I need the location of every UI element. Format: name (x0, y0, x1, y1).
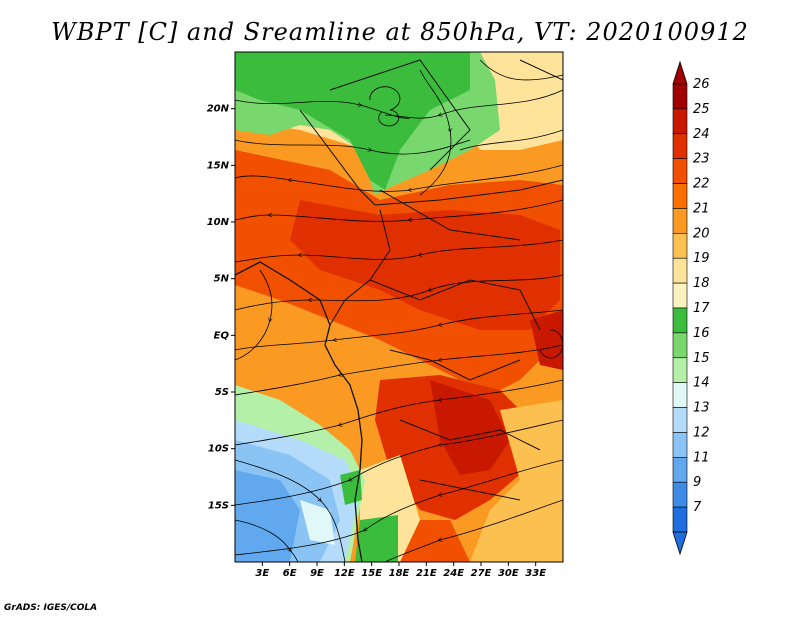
map-title: WBPT [C] and Sreamline at 850hPa, VT: 20… (51, 18, 749, 46)
colorbar-swatch (672, 257, 688, 284)
colorbar-label: 21 (693, 201, 710, 216)
lat-tick-label: 5S (215, 387, 229, 398)
lon-tick-label: 15E (361, 568, 382, 579)
colorbar-label: 23 (693, 152, 710, 167)
grads-credit: GrADS: IGES/COLA (4, 603, 98, 613)
colorbar-swatch (672, 158, 688, 184)
colorbar-swatch (672, 133, 688, 159)
lat-tick-label: 15N (207, 160, 230, 171)
lon-tick-label: 33E (525, 568, 546, 579)
lon-tick-label: 27E (471, 568, 492, 579)
colorbar-swatch (672, 357, 688, 383)
colorbar-label: 22 (693, 177, 710, 192)
colorbar-label: 25 (693, 102, 710, 117)
colorbar-bottom-arrow (672, 531, 688, 556)
colorbar-swatch (672, 208, 688, 234)
colorbar-swatch (672, 108, 688, 135)
colorbar-label: 16 (693, 326, 710, 341)
colorbar-label: 19 (693, 251, 710, 266)
colorbar-swatch (672, 332, 688, 359)
streamlines (235, 59, 563, 562)
colorbar-label: 15 (693, 351, 710, 366)
colorbar-top-arrow (672, 60, 688, 85)
lon-tick-label: 9E (310, 568, 324, 579)
colorbar-swatch (672, 183, 688, 209)
colorbar: 26 25 24 23 22 21 20 19 18 17 16 15 14 13 12 11 9 7 (672, 60, 710, 556)
colorbar-swatch (672, 506, 688, 533)
colorbar-swatch (672, 407, 688, 433)
lat-tick-label: 15S (208, 500, 229, 511)
lat-tick-label: 10S (208, 444, 229, 455)
colorbar-label: 7 (693, 500, 702, 515)
lon-tick-label: 3E (255, 568, 269, 579)
colorbar-label: 18 (693, 276, 710, 291)
colorbar-swatch (672, 233, 688, 259)
wbpt-field (235, 52, 563, 562)
longitude-axis: 3E 6E 9E 12E 15E 18E 21E 24E 27E 30E 33E (255, 562, 546, 579)
colorbar-label: 14 (693, 376, 710, 391)
lon-tick-label: 6E (283, 568, 297, 579)
colorbar-swatch (672, 307, 688, 334)
lon-tick-label: 30E (498, 568, 519, 579)
colorbar-swatch (672, 481, 688, 508)
lat-tick-label: EQ (214, 330, 230, 341)
lat-tick-label: 20N (207, 104, 230, 115)
colorbar-label: 12 (693, 425, 710, 440)
colorbar-swatch (672, 382, 688, 408)
lon-tick-label: 18E (389, 568, 410, 579)
colorbar-label: 20 (693, 226, 710, 241)
lon-tick-label: 12E (334, 568, 355, 579)
lat-tick-label: 5N (214, 274, 230, 285)
colorbar-label: 9 (693, 475, 701, 490)
colorbar-label: 11 (693, 450, 710, 465)
colorbar-swatch (672, 457, 688, 483)
colorbar-label: 13 (693, 401, 710, 416)
latitude-axis: 20N 15N 10N 5N EQ 5S 10S 15S (207, 104, 235, 511)
colorbar-swatch (672, 432, 688, 458)
colorbar-label: 24 (693, 127, 710, 142)
lat-tick-label: 10N (207, 217, 230, 228)
colorbar-swatch (672, 282, 688, 309)
lon-tick-label: 24E (443, 568, 464, 579)
lon-tick-label: 21E (416, 568, 437, 579)
colorbar-label: 17 (693, 301, 710, 316)
colorbar-label: 26 (693, 77, 710, 92)
colorbar-swatch (672, 83, 688, 110)
